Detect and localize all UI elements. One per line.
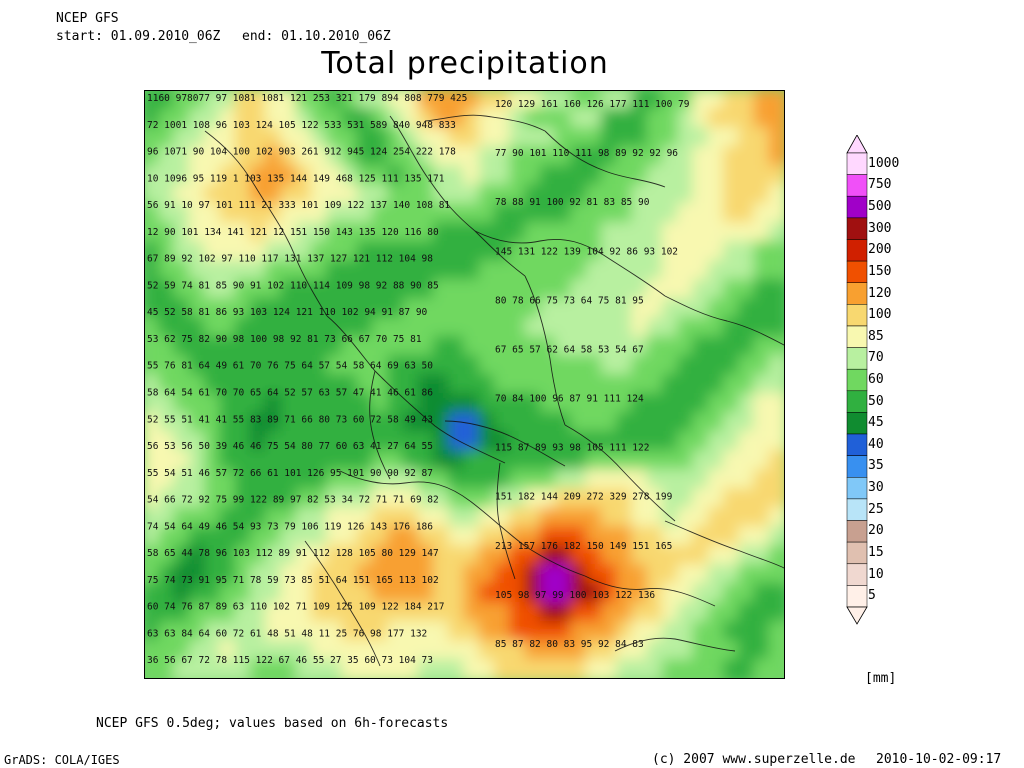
legend-label: 120	[868, 285, 892, 301]
value-row: 36 56 67 72 78 115 122 67 46 55 27 35 60…	[147, 655, 433, 666]
legend-swatch	[846, 455, 868, 478]
value-row: 54 66 72 92 75 99 122 89 97 82 53 34 72 …	[147, 495, 439, 506]
legend-swatch	[846, 304, 868, 327]
legend-arrow-bottom	[846, 606, 868, 625]
value-row: 12 90 101 134 141 121 12 151 150 143 135…	[147, 227, 439, 238]
value-row: 74 54 64 49 46 54 93 73 79 106 119 126 1…	[147, 521, 433, 532]
value-row: 105 98 97 99 100 103 122 136	[495, 590, 655, 601]
legend-swatch	[846, 390, 868, 413]
legend-label: 10	[868, 566, 884, 582]
legend-label: 85	[868, 328, 884, 344]
value-row: 63 63 84 64 60 72 61 48 51 48 11 25 76 9…	[147, 628, 427, 639]
legend-label: 30	[868, 480, 884, 496]
legend-swatch	[846, 433, 868, 456]
legend-swatch	[846, 195, 868, 219]
legend-swatch	[846, 152, 868, 175]
period-start: start: 01.09.2010_06Z	[56, 29, 221, 44]
precipitation-map: 1160 978077 97 1081 1081 121 253 321 179…	[144, 90, 785, 679]
value-row: 67 89 92 102 97 110 117 131 137 127 121 …	[147, 254, 433, 265]
value-row: 213 157 176 182 150 149 151 165	[495, 541, 672, 552]
legend-label: 25	[868, 501, 884, 517]
value-row: 56 91 10 97 101 111 21 333 101 109 122 1…	[147, 200, 450, 211]
legend-swatch	[846, 585, 868, 608]
legend-label: 750	[868, 177, 892, 193]
value-row: 58 65 44 78 96 103 112 89 91 112 128 105…	[147, 548, 439, 559]
software-credit: GrADS: COLA/IGES	[4, 753, 120, 767]
legend-label: 100	[868, 307, 892, 323]
value-row: 55 54 51 46 57 72 66 61 101 126 95 101 9…	[147, 468, 433, 479]
value-row: 56 53 56 50 39 46 46 75 54 80 77 60 63 4…	[147, 441, 433, 452]
legend-arrow-top	[846, 135, 868, 154]
legend-label: 500	[868, 199, 892, 215]
legend-label: 5	[868, 588, 876, 604]
legend-bar	[846, 135, 868, 625]
legend-label: 50	[868, 393, 884, 409]
legend-label: 150	[868, 263, 892, 279]
period-end: end: 01.10.2010_06Z	[242, 29, 391, 44]
value-row: 120 129 161 160 126 177 111 100 79	[495, 99, 690, 110]
value-row: 10 1096 95 119 1 103 135 144 149 468 125…	[147, 173, 445, 184]
legend-label: 45	[868, 415, 884, 431]
value-row: 55 76 81 64 49 61 70 76 75 64 57 54 58 6…	[147, 361, 433, 372]
precipitation-field: 1160 978077 97 1081 1081 121 253 321 179…	[145, 91, 784, 678]
value-row: 67 65 57 62 64 58 53 54 67	[495, 344, 644, 355]
value-row: 96 1071 90 104 100 102 903 261 912 945 1…	[147, 147, 456, 158]
model-note: NCEP GFS 0.5deg; values based on 6h-fore…	[96, 716, 449, 731]
legend-swatch	[846, 477, 868, 500]
legend-swatch	[846, 282, 868, 305]
value-row: 58 64 54 61 70 70 65 64 52 57 63 57 47 4…	[147, 388, 433, 399]
value-row: 52 59 74 81 85 90 91 102 110 114 109 98 …	[147, 280, 439, 291]
legend-unit: [mm]	[865, 671, 897, 686]
copyright: (c) 2007 www.superzelle.de	[652, 752, 856, 767]
timestamp: 2010-10-02-09:17	[876, 752, 1002, 767]
value-row: 60 74 76 87 89 63 110 102 71 109 125 109…	[147, 602, 444, 613]
value-row: 115 87 89 93 98 105 111 122	[495, 443, 649, 454]
legend-swatch	[846, 347, 868, 370]
legend-label: 1000	[868, 155, 900, 171]
value-row: 53 62 75 82 90 98 100 98 92 81 73 66 67 …	[147, 334, 422, 345]
legend-label: 200	[868, 242, 892, 258]
model-label: NCEP GFS	[56, 11, 119, 26]
legend-swatch	[846, 239, 868, 262]
legend-swatch	[846, 174, 868, 197]
value-row: 151 182 144 209 272 329 278 199	[495, 492, 673, 503]
value-row: 75 74 73 91 95 71 78 59 73 85 51 64 151 …	[147, 575, 439, 586]
value-row: 78 88 91 100 92 81 83 85 90	[495, 197, 650, 208]
legend-swatch	[846, 217, 868, 240]
country-borders	[204, 114, 784, 667]
legend-label: 35	[868, 458, 884, 474]
legend-label: 60	[868, 372, 884, 387]
legend-label: 70	[868, 350, 884, 366]
legend-swatch	[846, 541, 868, 564]
legend-swatch	[846, 260, 868, 283]
legend-swatch	[846, 412, 868, 435]
value-row: 72 1001 108 96 103 124 105 122 533 531 5…	[147, 120, 456, 131]
value-row: 52 55 51 41 41 55 83 89 71 66 80 73 60 7…	[147, 414, 433, 425]
legend-label: 300	[868, 220, 892, 236]
value-row: 85 87 82 80 83 95 92 84 83	[495, 639, 644, 650]
legend-label: 40	[868, 436, 884, 452]
legend-swatch	[846, 325, 868, 348]
value-row: 77 90 101 110 111 98 89 92 92 96	[495, 148, 678, 159]
value-row: 145 131 122 139 104 92 86 93 102	[495, 246, 678, 257]
legend-label: 15	[868, 544, 884, 560]
legend-label: 20	[868, 523, 884, 539]
value-row: 70 84 100 96 87 91 111 124	[495, 394, 644, 405]
legend-swatch	[846, 498, 868, 521]
legend-swatch	[846, 520, 868, 543]
color-legend: 1000 750 500 300 200 150 120 100 85 70 60 50 45 40 35 3…	[846, 135, 906, 625]
map-title: Total precipitation	[321, 46, 609, 81]
value-labels: 1160 978077 97 1081 1081 121 253 321 179…	[147, 93, 690, 666]
value-row: 45 52 58 81 86 93 103 124 121 110 102 94…	[147, 307, 428, 318]
legend-swatch	[846, 368, 868, 392]
value-row: 1160 978077 97 1081 1081 121 253 321 179…	[147, 93, 467, 104]
value-row: 80 78 66 75 73 64 75 81 95	[495, 295, 644, 306]
legend-swatch	[846, 563, 868, 586]
